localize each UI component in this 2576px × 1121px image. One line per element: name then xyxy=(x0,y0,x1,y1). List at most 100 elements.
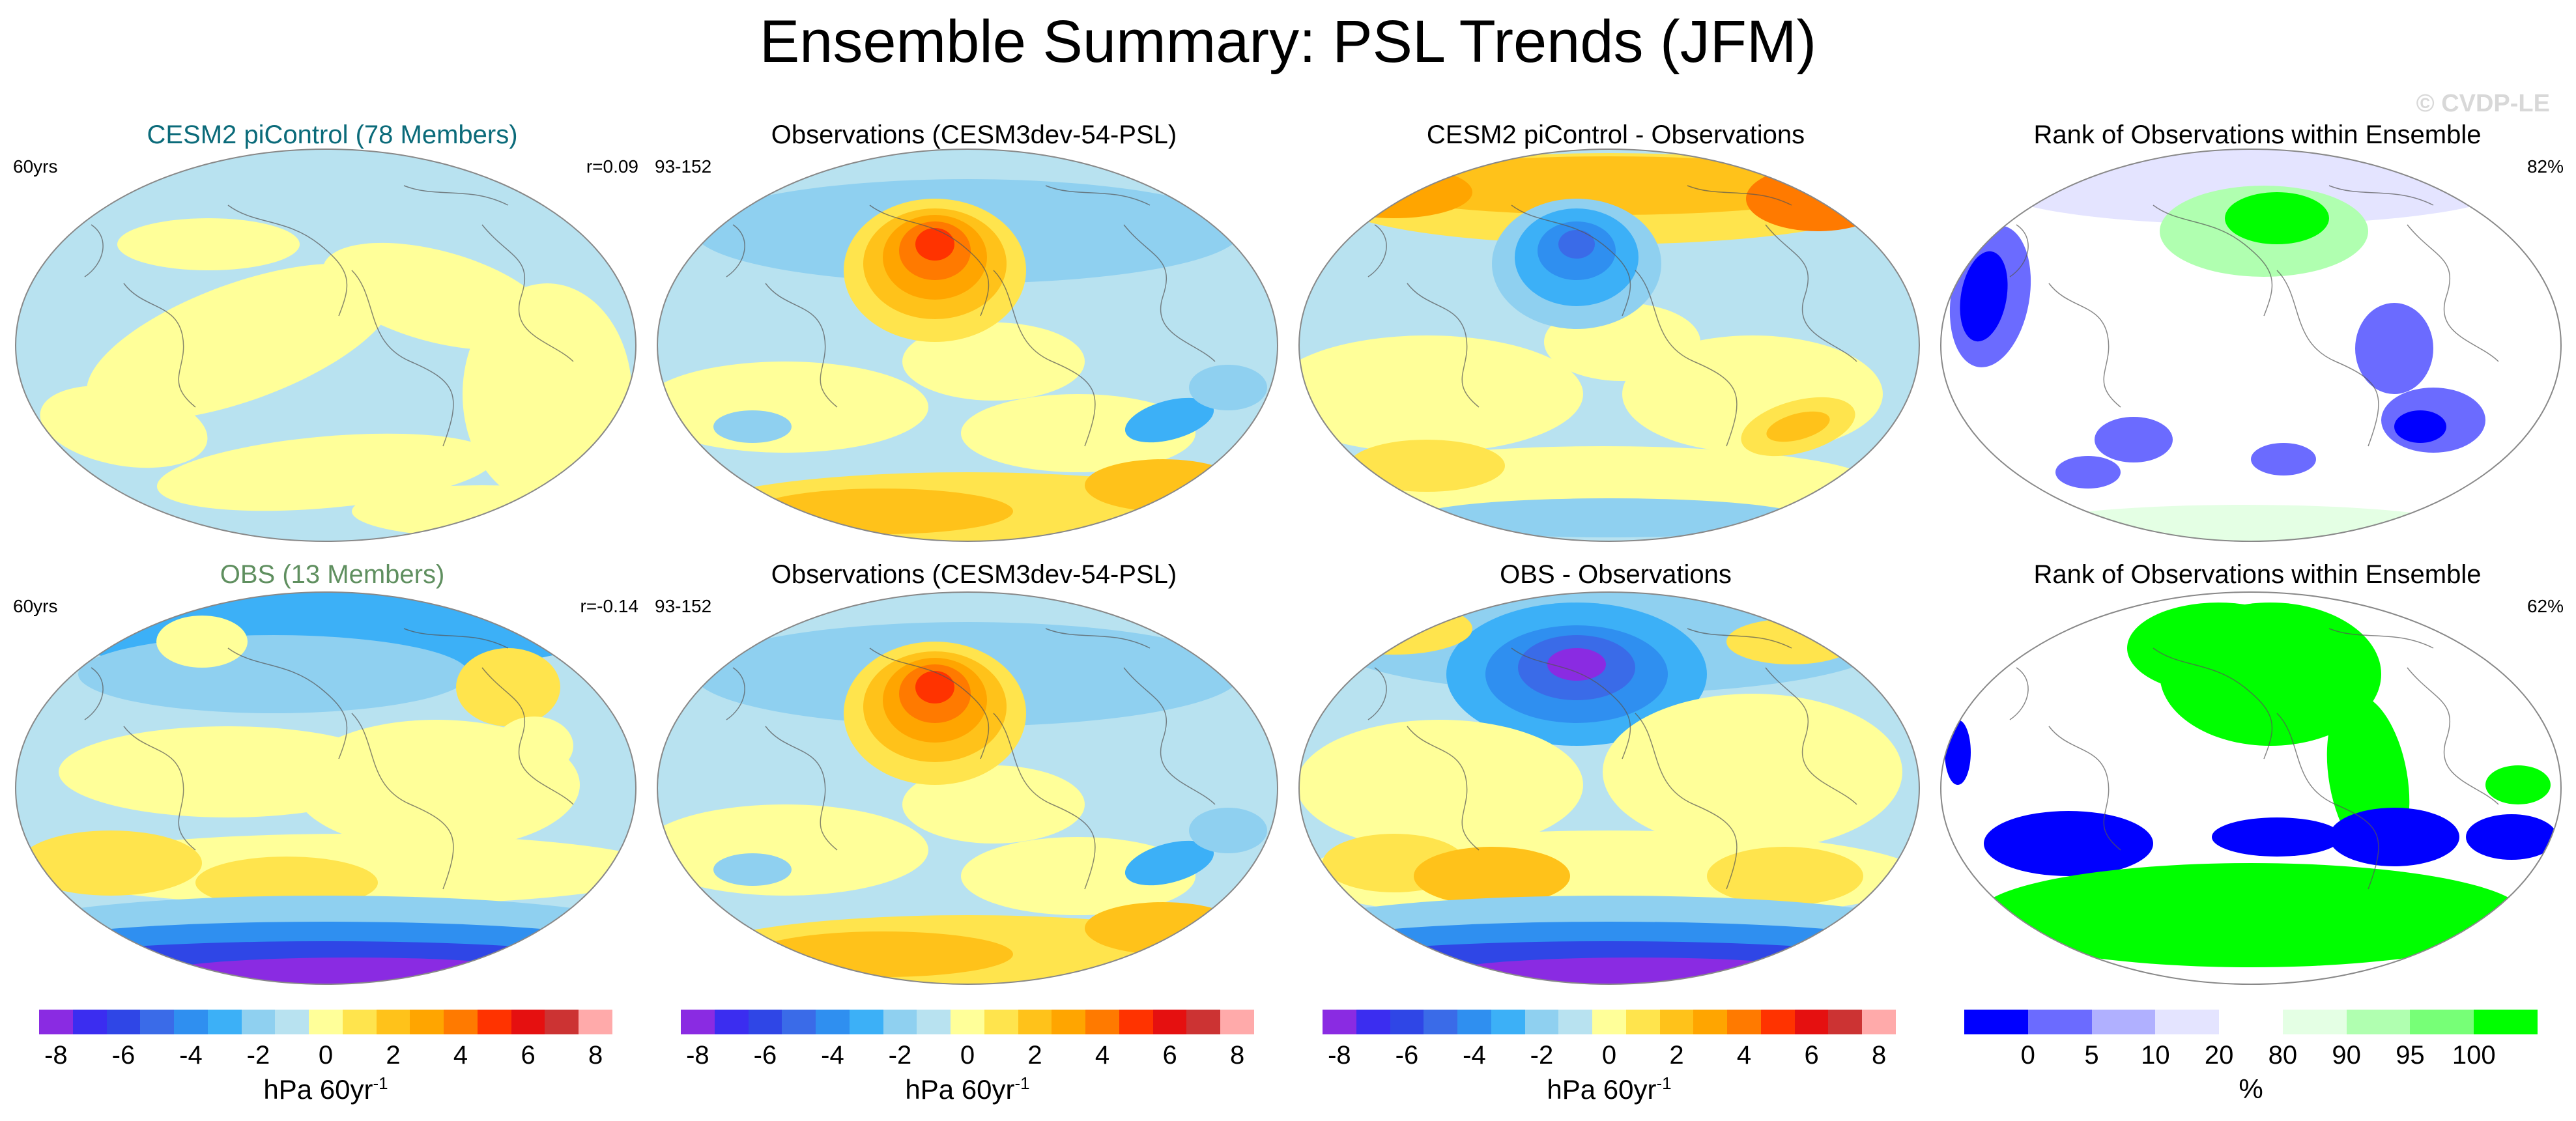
colorbar-tick-label: 4 xyxy=(1095,1041,1110,1070)
contour-region xyxy=(1349,440,1505,492)
contour-region xyxy=(87,263,395,421)
coastline xyxy=(1765,667,1857,805)
colorbar-swatch xyxy=(816,1010,850,1034)
colorbar-tick-label: 6 xyxy=(1162,1041,1177,1070)
coastline xyxy=(1123,224,1216,362)
coastline xyxy=(2009,667,2029,720)
panel-left-label: 60yrs xyxy=(13,596,58,616)
contour-region xyxy=(195,857,378,909)
coastline xyxy=(2153,647,2273,759)
panel-title: CESM2 piControl - Observations xyxy=(1426,121,1805,149)
contour-region xyxy=(1707,847,1863,905)
colorbar-tick-label: 0 xyxy=(318,1041,334,1070)
map-globe xyxy=(657,591,1278,985)
colorbar-swatch xyxy=(1760,1010,1796,1034)
colorbar-swatch xyxy=(1424,1010,1458,1034)
coastline xyxy=(1687,185,1792,206)
panel-right-label: r=-0.14 xyxy=(580,596,639,616)
colorbar-tick-label: 2 xyxy=(386,1041,401,1070)
coastline xyxy=(726,667,745,720)
map-globe xyxy=(657,149,1278,542)
panel-title: CESM2 piControl (78 Members) xyxy=(147,121,518,149)
colorbar-units: hPa 60yr-1 xyxy=(905,1073,1030,1105)
colorbar-swatch xyxy=(1794,1010,1829,1034)
contour-region xyxy=(1977,863,2525,967)
colorbar-swatch xyxy=(39,1010,74,1034)
contour-region xyxy=(902,765,1085,844)
figure-title: Ensemble Summary: PSL Trends (JFM) xyxy=(759,8,1817,75)
coastline xyxy=(2276,270,2379,447)
colorbar-swatch xyxy=(1862,1010,1896,1034)
colorbar-tick-label: 0 xyxy=(1601,1041,1617,1070)
contour-region xyxy=(1766,411,1830,442)
colorbar-swatch xyxy=(748,1010,782,1034)
colorbar-swatch xyxy=(1659,1010,1694,1034)
colorbar-units: hPa 60yr-1 xyxy=(1547,1073,1672,1105)
colorbar-swatch xyxy=(1085,1010,1120,1034)
contour-region xyxy=(1547,648,1606,681)
contour-region xyxy=(456,648,560,726)
colorbar-swatch xyxy=(2474,1010,2538,1034)
colorbar-tick-label: -4 xyxy=(821,1041,844,1070)
panel-title: Rank of Observations within Ensemble xyxy=(2033,560,2482,589)
contour-region xyxy=(915,228,954,261)
colorbar-swatch xyxy=(1828,1010,1863,1034)
colorbar-tick-label: 6 xyxy=(521,1041,536,1070)
colorbar-tick-label: -4 xyxy=(1463,1041,1486,1070)
coastline xyxy=(403,185,509,206)
contour-region xyxy=(2212,817,2342,857)
contour-region xyxy=(2010,505,2479,541)
contour-region xyxy=(2055,456,2121,489)
coastline xyxy=(869,205,990,317)
map-globe xyxy=(1298,149,1920,542)
colorbar-tick-label: -2 xyxy=(246,1041,270,1070)
colorbar-tick-label: 100 xyxy=(2452,1041,2496,1070)
colorbar-swatch xyxy=(2219,1010,2283,1034)
colorbar-units: hPa 60yr-1 xyxy=(263,1073,388,1105)
colorbar-swatch xyxy=(1693,1010,1728,1034)
colorbar-tick-label: 20 xyxy=(2204,1041,2234,1070)
coastline xyxy=(993,713,1096,890)
coastline xyxy=(84,667,104,720)
colorbar-tick-label: 4 xyxy=(1736,1041,1752,1070)
coastline xyxy=(765,283,838,408)
colorbar-swatch xyxy=(883,1010,917,1034)
coastline xyxy=(1635,270,1738,447)
colorbar-tick-label: 0 xyxy=(2020,1041,2035,1070)
colorbar-tick-label: 95 xyxy=(2396,1041,2425,1070)
coastline xyxy=(227,647,348,759)
colorbar-tick-label: -6 xyxy=(111,1041,136,1070)
contour-region xyxy=(713,853,792,886)
colorbar-tick-label: -2 xyxy=(1530,1041,1554,1070)
colorbar-swatch xyxy=(2155,1010,2220,1034)
contour-region xyxy=(1189,808,1267,853)
contour-region xyxy=(1414,498,1805,537)
contour-region xyxy=(657,804,928,896)
contour-region xyxy=(117,218,300,270)
colorbar-swatch xyxy=(376,1010,410,1034)
contour-region xyxy=(1945,720,1971,785)
contour-region xyxy=(2485,765,2551,804)
contour-region xyxy=(2127,603,2310,694)
contour-region xyxy=(156,616,248,668)
coastline xyxy=(1367,224,1387,277)
colorbar-swatch xyxy=(1491,1010,1526,1034)
map-globe xyxy=(15,149,637,542)
coastline xyxy=(869,647,990,759)
colorbar-swatch xyxy=(1964,1010,2029,1034)
colorbar-tick-label: 8 xyxy=(1871,1041,1887,1070)
coastline xyxy=(2153,205,2273,317)
coastline xyxy=(1511,205,1631,317)
contour-region xyxy=(1603,694,1902,850)
coastline xyxy=(993,270,1096,447)
colorbar-swatch xyxy=(2091,1010,2156,1034)
contour-region xyxy=(1726,619,1857,664)
colorbar-tick-label: -4 xyxy=(179,1041,203,1070)
contour-region xyxy=(902,322,1085,401)
contour-region xyxy=(1984,811,2153,876)
panel-title: Rank of Observations within Ensemble xyxy=(2033,121,2482,149)
contour-region xyxy=(20,830,202,896)
colorbar-swatch xyxy=(72,1010,107,1034)
contour-region xyxy=(915,671,954,703)
colorbar-swatch xyxy=(1323,1010,1357,1034)
